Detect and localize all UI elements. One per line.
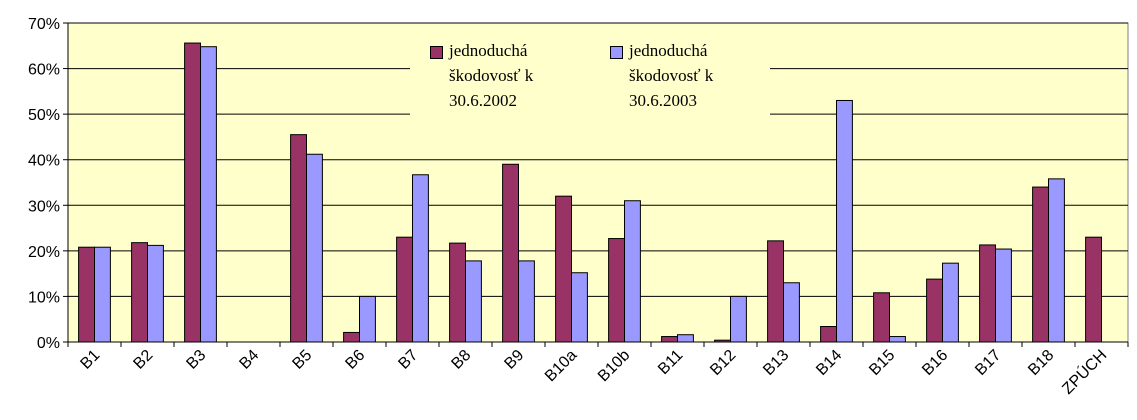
x-tick-label: B4 — [236, 347, 262, 373]
x-tick-label: B11 — [655, 347, 686, 378]
legend-swatch — [610, 46, 623, 59]
bar — [1085, 236, 1102, 343]
bar — [730, 295, 747, 343]
x-tick-label: B16 — [919, 347, 951, 379]
bar — [767, 240, 784, 343]
bar — [889, 336, 906, 343]
legend-swatch — [430, 46, 443, 59]
y-tick-label: 20% — [28, 244, 60, 261]
bar — [502, 163, 520, 343]
y-tick-label: 60% — [28, 62, 60, 79]
bar — [571, 272, 588, 343]
bar — [359, 295, 376, 343]
bar — [1032, 186, 1049, 343]
bar — [942, 262, 959, 343]
bar — [396, 236, 414, 343]
bar — [449, 242, 467, 343]
x-tick-label: B7 — [395, 347, 421, 373]
x-tick-label: B9 — [501, 347, 527, 373]
legend-box — [410, 36, 770, 128]
bar — [979, 244, 996, 343]
y-tick-label: 10% — [28, 289, 60, 306]
y-tick-label: 0% — [37, 335, 60, 352]
bar — [200, 46, 217, 343]
legend-label: jednoduchá škodovosť k 30.6.2003 — [629, 41, 714, 110]
x-tick-label: B3 — [183, 347, 209, 373]
bar — [608, 238, 625, 343]
x-tick-label: B6 — [342, 347, 368, 373]
bar — [783, 282, 800, 343]
bar — [677, 334, 694, 343]
y-tick-label: 70% — [28, 16, 60, 33]
x-tick-label: ZPÚCH — [1058, 345, 1110, 397]
bar — [131, 242, 149, 343]
x-tick-label: B12 — [707, 347, 739, 379]
bar — [518, 260, 535, 343]
x-tick-label: B1 — [77, 347, 103, 373]
bar — [926, 278, 943, 343]
bar — [995, 248, 1012, 343]
bar — [184, 42, 202, 343]
x-tick-label: B2 — [130, 347, 156, 373]
x-tick-label: B10a — [542, 347, 581, 386]
x-tick-label: B14 — [813, 347, 845, 379]
bar — [343, 331, 361, 343]
bar — [836, 99, 853, 343]
bar — [555, 195, 572, 343]
legend-label: jednoduchá škodovosť k 30.6.2002 — [449, 41, 534, 110]
x-tick-label: B5 — [289, 347, 315, 373]
bar — [147, 244, 164, 343]
y-tick-label: 30% — [28, 198, 60, 215]
x-tick-label: B10b — [595, 347, 634, 386]
x-tick-label: B17 — [972, 347, 1004, 379]
x-tick-label: B13 — [760, 347, 792, 379]
bar — [624, 200, 641, 343]
x-tick-label: B18 — [1025, 347, 1057, 379]
bar — [412, 174, 429, 343]
bar — [306, 153, 323, 343]
y-tick-label: 50% — [28, 107, 60, 124]
x-tick-label: B15 — [866, 347, 898, 379]
bar — [94, 246, 111, 343]
bar — [873, 292, 890, 343]
bar — [290, 134, 308, 343]
bar — [820, 326, 837, 343]
bar — [78, 246, 95, 343]
bar — [1048, 178, 1065, 343]
x-tick-label: B8 — [448, 347, 474, 373]
bar — [465, 260, 482, 343]
y-tick-label: 40% — [28, 153, 60, 170]
bar — [661, 336, 678, 343]
